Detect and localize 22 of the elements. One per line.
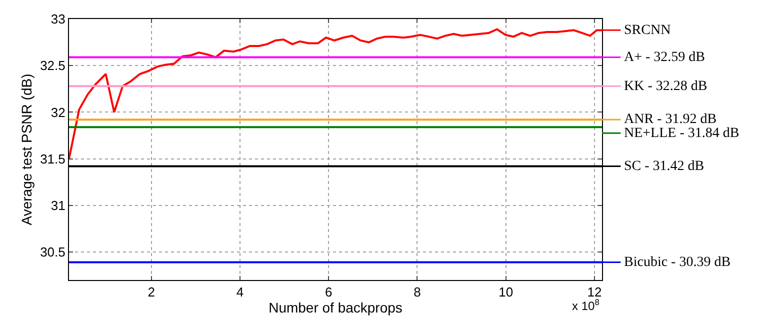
x-tick-label: 10 [498, 284, 514, 300]
legend-label: SRCNN [624, 23, 671, 38]
ref-line-label: A+ - 32.59 dB [624, 50, 706, 65]
ref-line-label: NE+LLE - 31.84 dB [624, 126, 740, 141]
y-tick-label: 31.5 [40, 151, 66, 166]
y-tick-label: 30.5 [40, 244, 66, 260]
y-tick-label: 33 [50, 12, 66, 27]
y-axis-title: Average test PSNR (dB) [18, 74, 35, 226]
ref-line-label: SC - 31.42 dB [624, 159, 704, 174]
ref-line-label: Bicubic - 30.39 dB [624, 255, 731, 270]
x-tick-label: 6 [325, 284, 332, 300]
ref-line-label: KK - 32.28 dB [624, 79, 708, 94]
y-tick-label: 32.5 [40, 58, 66, 74]
x-tick-label: 12 [587, 284, 602, 300]
x-tick-label: 2 [148, 284, 156, 300]
y-tick-label: 32 [50, 104, 66, 120]
x-axis-title: Number of backprops [268, 300, 402, 316]
x-tick-label: 4 [236, 284, 244, 300]
ref-line-label: ANR - 31.92 dB [624, 112, 717, 127]
text: x 10$^{8}$ [572, 297, 600, 314]
y-tick-label: 31 [50, 198, 66, 213]
x-tick-label: 8 [414, 284, 421, 300]
